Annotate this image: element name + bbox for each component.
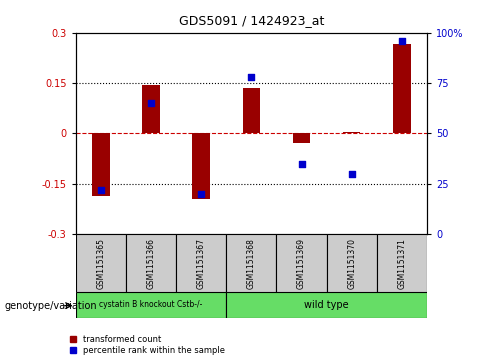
Legend: transformed count, percentile rank within the sample: transformed count, percentile rank withi… xyxy=(70,335,225,355)
Point xyxy=(197,191,205,197)
Bar xyxy=(192,134,210,199)
Title: GDS5091 / 1424923_at: GDS5091 / 1424923_at xyxy=(179,14,324,27)
Bar xyxy=(92,134,109,196)
Bar xyxy=(377,234,427,292)
Bar xyxy=(76,234,126,292)
Point xyxy=(247,74,255,80)
Bar xyxy=(276,234,326,292)
Text: GSM1151365: GSM1151365 xyxy=(96,238,105,289)
Text: GSM1151370: GSM1151370 xyxy=(347,238,356,289)
Bar xyxy=(226,234,276,292)
Bar xyxy=(126,234,176,292)
Point xyxy=(348,171,356,177)
Bar xyxy=(142,85,160,134)
Bar xyxy=(293,134,310,143)
Text: genotype/variation: genotype/variation xyxy=(5,301,98,311)
Text: GSM1151369: GSM1151369 xyxy=(297,238,306,289)
Text: wild type: wild type xyxy=(305,300,349,310)
Text: GSM1151366: GSM1151366 xyxy=(146,238,156,289)
Text: GSM1151367: GSM1151367 xyxy=(197,238,205,289)
Bar xyxy=(76,292,226,318)
Bar xyxy=(176,234,226,292)
Text: GSM1151368: GSM1151368 xyxy=(247,238,256,289)
Bar xyxy=(343,132,361,134)
Text: GSM1151371: GSM1151371 xyxy=(397,238,407,289)
Bar xyxy=(226,292,427,318)
Point xyxy=(298,161,305,167)
Point xyxy=(147,100,155,106)
Bar xyxy=(243,88,260,134)
Bar xyxy=(326,234,377,292)
Point xyxy=(398,38,406,44)
Text: cystatin B knockout Cstb-/-: cystatin B knockout Cstb-/- xyxy=(99,301,203,309)
Point xyxy=(97,187,104,193)
Bar xyxy=(393,44,411,134)
